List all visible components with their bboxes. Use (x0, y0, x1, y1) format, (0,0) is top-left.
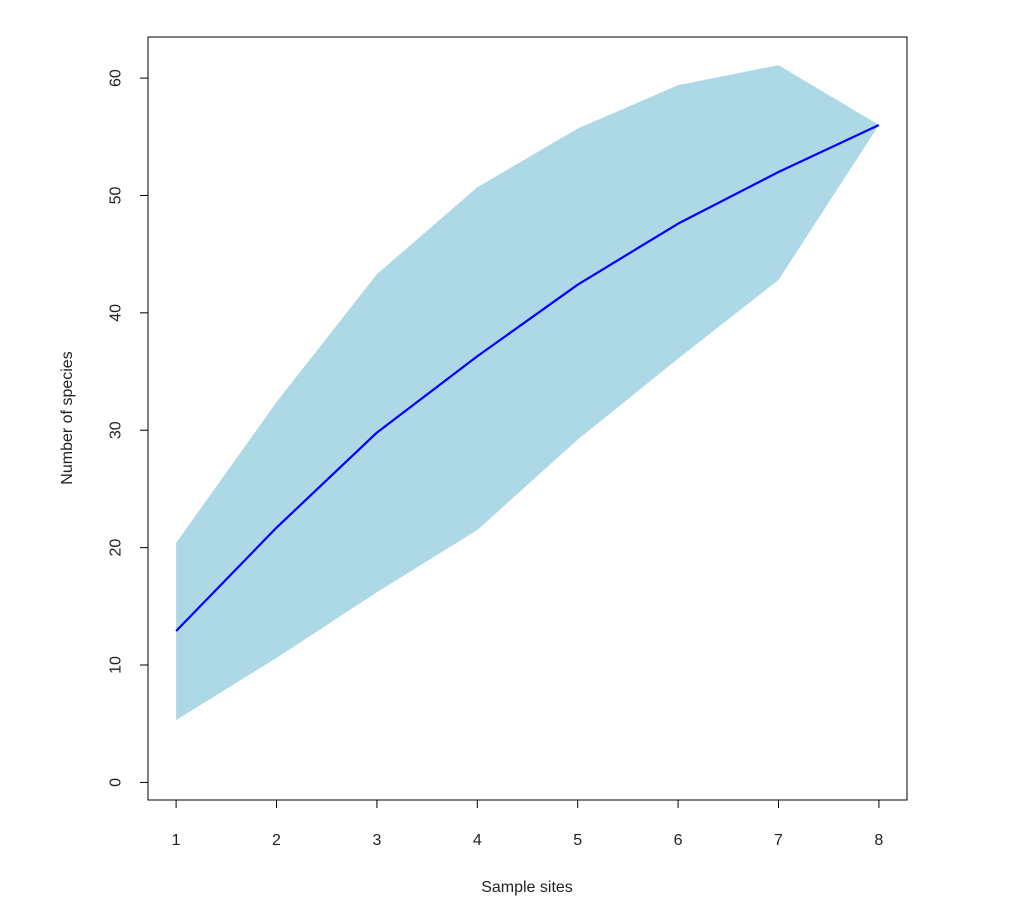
y-axis: 0 10 20 30 40 50 60 (108, 69, 149, 787)
x-tick-label: 4 (473, 832, 482, 849)
y-tick-label: 20 (108, 539, 125, 557)
y-tick-label: 30 (108, 421, 125, 439)
x-tick-label: 8 (874, 832, 883, 849)
mean-line (175, 124, 880, 632)
y-tick-label: 0 (108, 778, 125, 787)
y-tick-label: 40 (108, 304, 125, 322)
x-tick-label: 6 (674, 832, 683, 849)
confidence-band (176, 65, 879, 721)
x-axis: 1 2 3 4 5 6 7 8 (172, 799, 883, 849)
x-tick-label: 1 (172, 832, 181, 849)
y-tick-label: 50 (108, 186, 125, 204)
y-axis-title: Number of species (59, 351, 76, 484)
mean-line-layer (175, 124, 880, 632)
confidence-band-layer (176, 65, 879, 721)
x-tick-label: 5 (573, 832, 582, 849)
x-axis-title: Sample sites (481, 879, 573, 896)
y-tick-label: 10 (108, 656, 125, 674)
x-tick-label: 7 (774, 832, 783, 849)
x-tick-label: 2 (272, 832, 281, 849)
x-tick-label: 3 (372, 832, 381, 849)
y-tick-label: 60 (108, 69, 125, 87)
